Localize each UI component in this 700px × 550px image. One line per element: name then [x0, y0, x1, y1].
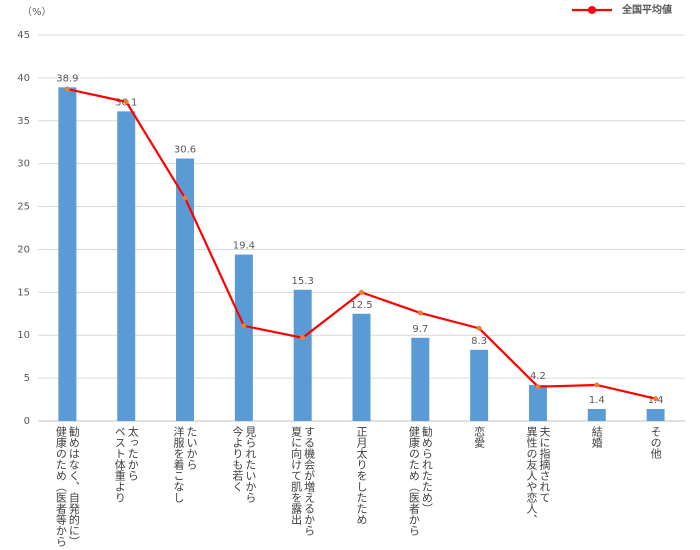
x-tick-label: ベスト体重より 太ったから — [113, 426, 140, 503]
x-tick-label: 健康のため（医者等から 勧めはなく、自発的に） — [54, 426, 81, 547]
legend-label: 全国平均値 — [621, 3, 672, 16]
data-label: 30.6 — [174, 145, 196, 156]
line-marker — [241, 323, 247, 329]
y-tick-label: 15 — [17, 287, 30, 298]
line-marker — [359, 289, 364, 295]
y-tick-label: 20 — [17, 244, 30, 255]
y-tick-label: 5 — [24, 373, 30, 384]
bar — [176, 158, 195, 421]
x-tick-label: 正月太りをしたため — [355, 426, 368, 525]
y-tick-label: 0 — [24, 416, 30, 427]
x-tick-label: 結婚 — [590, 426, 604, 448]
y-tick-label: 45 — [17, 30, 30, 41]
line-marker — [123, 99, 129, 105]
x-tick-label: 恋愛 — [472, 426, 486, 448]
data-label: 1.4 — [589, 395, 605, 406]
line-marker — [300, 335, 306, 341]
line-marker — [64, 86, 70, 92]
x-tick-label: 健康のため（医者から 勧められたため） — [407, 426, 434, 536]
line-marker — [653, 396, 659, 402]
bar — [352, 313, 371, 421]
data-label: 8.3 — [471, 336, 487, 347]
data-label: 19.4 — [233, 241, 255, 252]
bar — [528, 384, 547, 421]
data-label: 9.7 — [412, 324, 428, 335]
line-marker — [476, 325, 482, 331]
x-tick-label: 今よりも若く 見られたいから — [230, 426, 257, 503]
bar — [470, 349, 489, 421]
data-label: 38.9 — [56, 73, 78, 84]
y-tick-label: 30 — [17, 159, 30, 170]
y-tick-label: 40 — [17, 73, 30, 84]
bar — [411, 337, 430, 421]
y-tick-label: 35 — [17, 116, 30, 127]
line-marker — [535, 384, 541, 390]
data-label: 15.3 — [292, 276, 314, 287]
line-marker — [594, 382, 600, 388]
x-tick-label: 異性の友人や恋人、 夫に指摘されて — [524, 426, 551, 525]
data-label: 12.5 — [350, 300, 372, 311]
bar — [646, 408, 665, 421]
line-marker — [417, 310, 423, 316]
line-marker — [182, 195, 188, 201]
x-tick-label: 夏に向けて肌を露出 する機会が増えるから — [289, 426, 316, 536]
y-axis-label: （%） — [22, 6, 52, 18]
bar — [587, 408, 606, 421]
legend-marker — [588, 6, 596, 14]
bar — [293, 289, 312, 421]
bar — [58, 87, 77, 421]
bar — [117, 111, 136, 421]
y-tick-label: 25 — [17, 202, 30, 213]
y-tick-label: 10 — [17, 330, 30, 341]
data-label: 4.2 — [530, 371, 546, 382]
x-tick-label: 洋服を着こなし たいから — [172, 426, 199, 503]
bar — [234, 254, 253, 421]
x-tick-label: その他 — [649, 426, 663, 459]
